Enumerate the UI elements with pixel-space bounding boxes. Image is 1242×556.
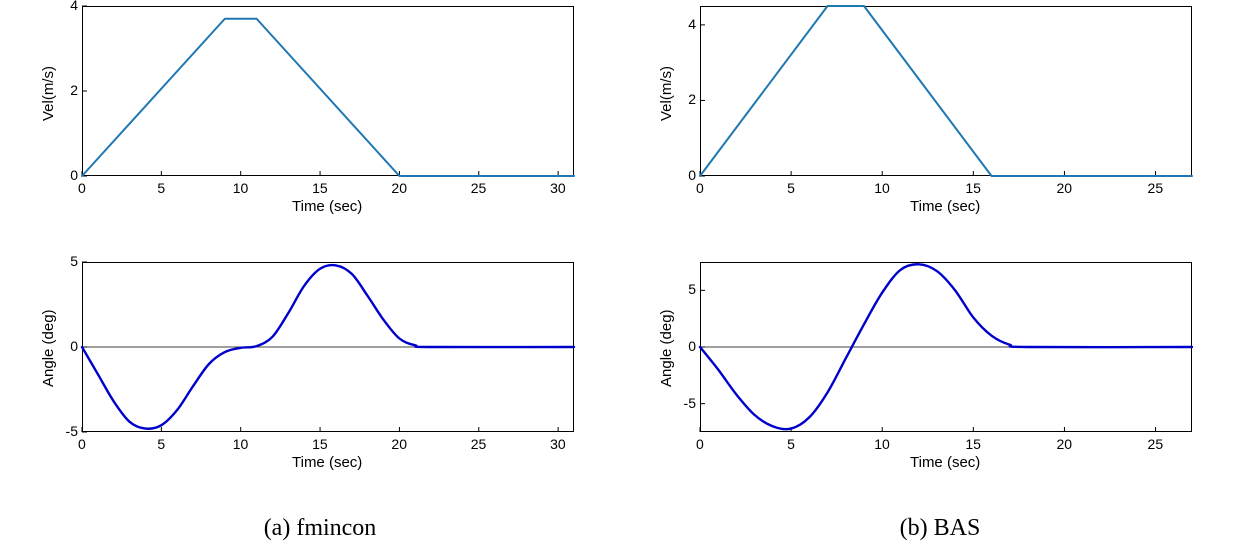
figure-root: 051015202530024 Time (sec) Vel(m/s) 0510… [0, 0, 1242, 556]
panel-a-bottom: 051015202530-505 Time (sec) Angle (deg) [82, 262, 574, 432]
xtick-label: 5 [787, 436, 795, 452]
ytick-label: 4 [684, 16, 696, 32]
ytick-label: 2 [684, 91, 696, 107]
xtick-label: 30 [550, 436, 566, 452]
xtick-label: 25 [1148, 436, 1164, 452]
xtick-label: 5 [157, 180, 165, 196]
xtick-label: 25 [471, 436, 487, 452]
xtick-label: 30 [550, 180, 566, 196]
xtick-label: 15 [965, 180, 981, 196]
ytick-label: -5 [676, 395, 696, 411]
xtick-label: 10 [874, 180, 890, 196]
ytick-label: 0 [66, 167, 78, 183]
xtick-label: 0 [78, 436, 86, 452]
xtick-label: 20 [391, 436, 407, 452]
caption-a: (a) fmincon [200, 515, 440, 542]
xtick-label: 0 [696, 180, 704, 196]
ytick-label: 2 [66, 82, 78, 98]
ylabel: Vel(m/s) [658, 66, 675, 121]
xtick-label: 20 [1056, 180, 1072, 196]
xtick-label: 25 [471, 180, 487, 196]
xtick-label: 10 [233, 180, 249, 196]
ytick-label: 0 [684, 338, 696, 354]
xlabel: Time (sec) [292, 454, 362, 471]
xtick-label: 20 [1056, 436, 1072, 452]
xtick-label: 15 [312, 180, 328, 196]
ytick-label: 4 [66, 0, 78, 13]
ytick-label: 0 [66, 338, 78, 354]
ytick-label: 5 [66, 253, 78, 269]
ylabel: Vel(m/s) [40, 66, 57, 121]
xlabel: Time (sec) [292, 198, 362, 215]
panel-b-bottom: 0510152025-505 Time (sec) Angle (deg) [700, 262, 1192, 432]
xtick-label: 15 [965, 436, 981, 452]
xtick-label: 0 [696, 436, 704, 452]
xtick-label: 10 [233, 436, 249, 452]
xtick-label: 10 [874, 436, 890, 452]
xtick-label: 20 [391, 180, 407, 196]
ytick-label: 5 [684, 281, 696, 297]
panel-a-top: 051015202530024 Time (sec) Vel(m/s) [82, 6, 574, 176]
xtick-label: 5 [157, 436, 165, 452]
ylabel: Angle (deg) [658, 309, 675, 387]
ylabel: Angle (deg) [40, 309, 57, 387]
caption-b: (b) BAS [840, 515, 1040, 542]
xlabel: Time (sec) [910, 198, 980, 215]
panel-b-top: 0510152025024 Time (sec) Vel(m/s) [700, 6, 1192, 176]
xtick-label: 15 [312, 436, 328, 452]
xtick-label: 0 [78, 180, 86, 196]
xlabel: Time (sec) [910, 454, 980, 471]
xtick-label: 5 [787, 180, 795, 196]
ytick-label: 0 [684, 167, 696, 183]
ytick-label: -5 [58, 423, 78, 439]
xtick-label: 25 [1148, 180, 1164, 196]
